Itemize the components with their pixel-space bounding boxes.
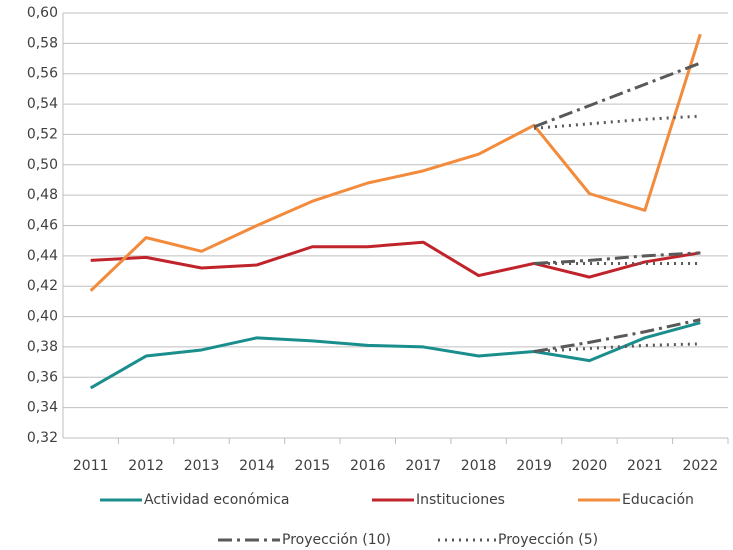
- y-tick-label: 0,52: [27, 126, 58, 142]
- x-tick-label: 2017: [405, 458, 441, 474]
- y-tick-label: 0,54: [27, 96, 58, 112]
- y-tick-label: 0,60: [27, 5, 58, 21]
- y-tick-label: 0,46: [27, 218, 58, 234]
- y-tick-label: 0,34: [27, 400, 58, 416]
- y-tick-label: 0,48: [27, 187, 58, 203]
- series-line: [90, 240, 701, 279]
- series-line: [533, 318, 701, 353]
- y-tick-label: 0,58: [27, 35, 58, 51]
- x-tick-label: 2020: [572, 458, 608, 474]
- x-tick-label: 2018: [461, 458, 497, 474]
- y-tick-label: 0,36: [27, 369, 58, 385]
- x-tick-label: 2019: [516, 458, 552, 474]
- x-tick-label: 2015: [295, 458, 331, 474]
- y-tick-label: 0,38: [27, 339, 58, 355]
- y-tick-label: 0,32: [27, 430, 58, 446]
- x-tick-label: 2022: [682, 458, 718, 474]
- x-tick-label: 2014: [239, 458, 275, 474]
- y-tick-label: 0,50: [27, 157, 58, 173]
- y-tick-label: 0,44: [27, 248, 58, 264]
- legend-label: Proyección (10): [282, 532, 391, 548]
- x-tick-label: 2021: [627, 458, 663, 474]
- x-tick-label: 2016: [350, 458, 386, 474]
- y-tick-label: 0,40: [27, 309, 58, 325]
- series-line: [533, 61, 701, 129]
- y-tick-label: 0,42: [27, 278, 58, 294]
- series-line: [533, 114, 701, 130]
- series-line: [89, 321, 701, 390]
- legend-label: Proyección (5): [498, 532, 598, 548]
- x-tick-label: 2013: [184, 458, 220, 474]
- x-tick-label: 2011: [73, 458, 109, 474]
- series-line: [533, 251, 701, 265]
- legend-label: Instituciones: [416, 492, 505, 508]
- y-tick-label: 0,56: [27, 66, 58, 82]
- series-line: [89, 33, 702, 292]
- x-tick-label: 2012: [128, 458, 164, 474]
- legend-label: Educación: [622, 492, 694, 508]
- legend-label: Actividad económica: [144, 492, 290, 508]
